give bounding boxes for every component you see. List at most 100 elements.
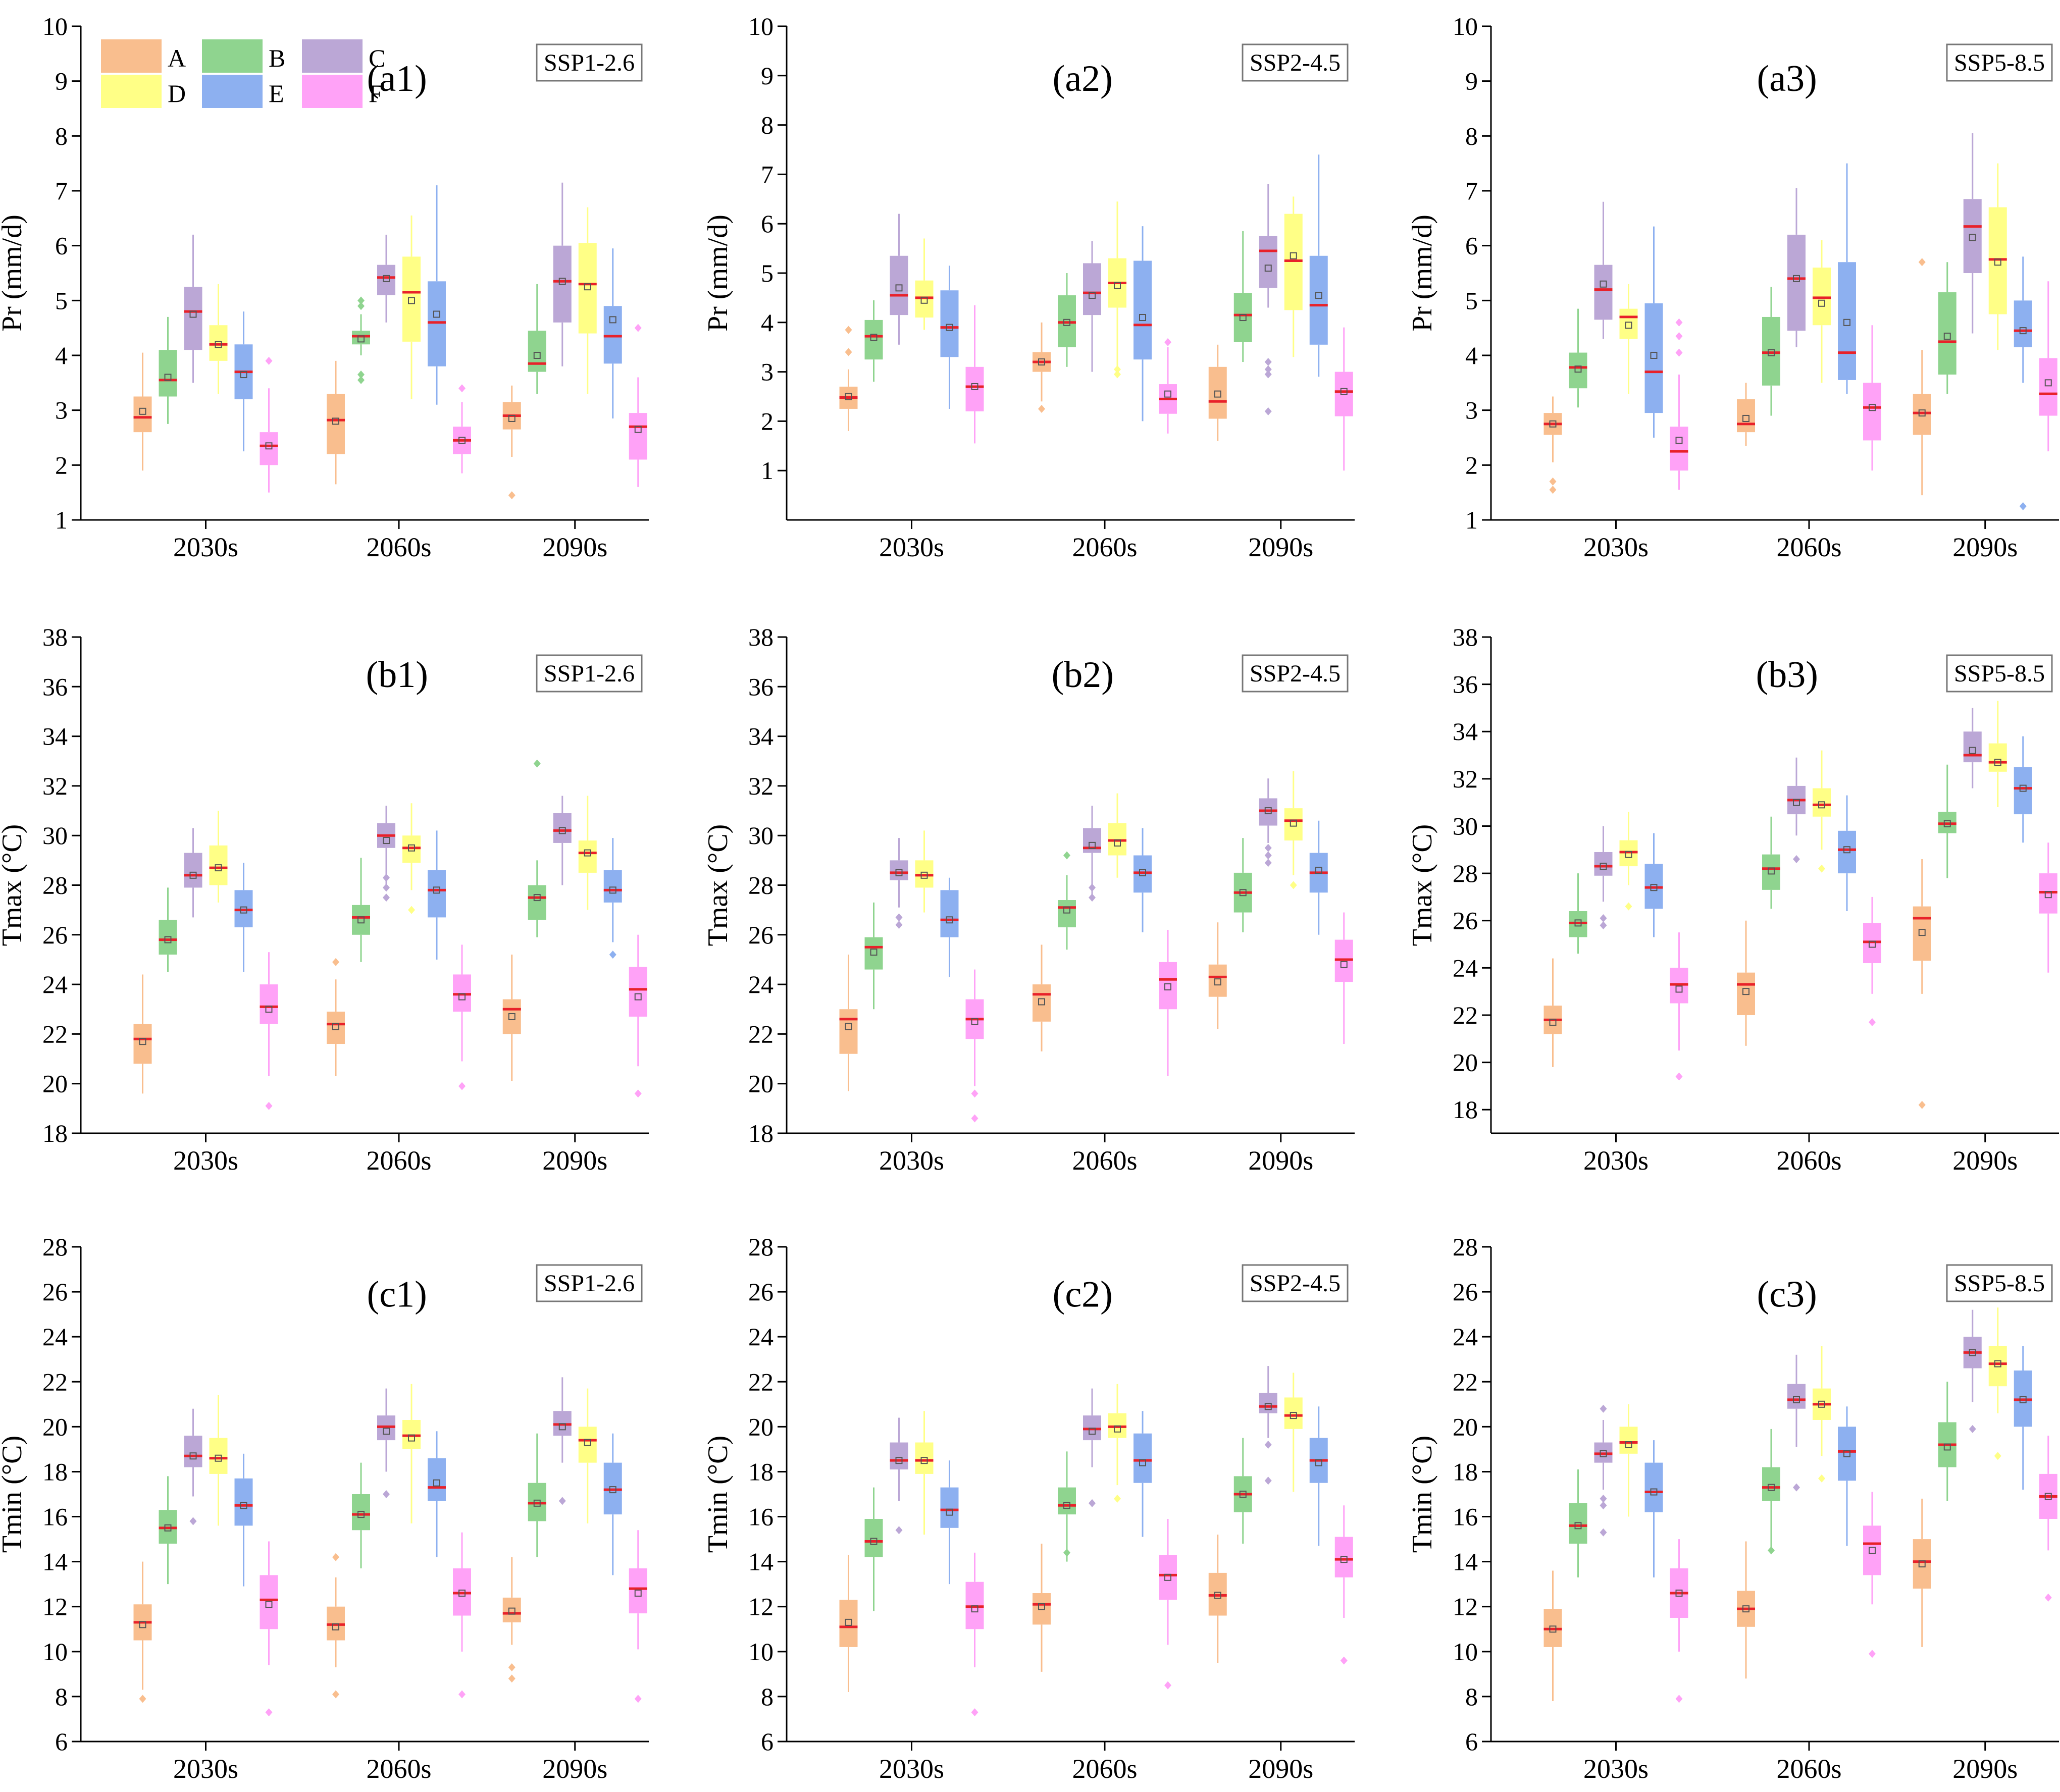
y-tick-label: 28: [1453, 1233, 1478, 1261]
mean-marker: [533, 1499, 541, 1507]
box-C-2060s: [1083, 806, 1101, 902]
mean-marker: [971, 1018, 978, 1025]
mean-marker: [1600, 280, 1607, 288]
box-A-2090s: [502, 1557, 521, 1683]
box-iqr: [965, 366, 984, 411]
y-tick-label: 38: [42, 623, 68, 651]
mean-marker: [1290, 1412, 1297, 1419]
box-C-2090s: [1963, 133, 1982, 334]
box-F-2060s: [1159, 1519, 1177, 1690]
box-iqr: [1963, 199, 1982, 273]
y-tick-label: 3: [1465, 396, 1478, 425]
y-tick-label: 9: [1465, 67, 1478, 95]
box-A-2060s: [1737, 383, 1755, 446]
box-iqr: [184, 853, 202, 888]
outlier-point: [1264, 370, 1272, 379]
box-D-2030s: [1619, 812, 1638, 911]
mean-marker: [1869, 404, 1876, 411]
y-tick-label: 30: [42, 821, 68, 850]
mean-marker: [332, 1023, 339, 1030]
box-iqr: [603, 870, 622, 903]
box-F-2030s: [260, 356, 278, 493]
mean-marker: [1650, 352, 1658, 359]
outlier-point: [1549, 486, 1557, 494]
outlier-point: [1264, 1441, 1272, 1449]
box-iqr: [402, 256, 421, 342]
mean-marker: [1290, 252, 1297, 259]
box-B-2030s: [159, 1476, 177, 1585]
outlier-point: [357, 371, 365, 379]
box-E-2090s: [603, 838, 622, 959]
box-iqr: [578, 840, 597, 873]
mean-marker: [1843, 319, 1850, 326]
mean-marker: [533, 894, 541, 902]
mean-marker: [1818, 1400, 1825, 1408]
box-iqr: [1644, 1462, 1663, 1512]
outlier-point: [2044, 1593, 2052, 1602]
box-E-2060s: [1838, 1406, 1856, 1546]
y-tick-label: 4: [55, 341, 68, 370]
mean-marker: [1264, 265, 1272, 272]
y-tick-label: 10: [1453, 1638, 1478, 1666]
mean-marker: [895, 869, 903, 876]
box-iqr: [890, 255, 908, 315]
box-A-2090s: [1913, 1498, 1931, 1647]
box-iqr: [890, 860, 908, 880]
y-tick-label: 5: [761, 259, 774, 287]
outlier-point: [1264, 1477, 1272, 1485]
y-tick-label: 26: [748, 1278, 774, 1306]
y-tick-label: 38: [748, 623, 774, 651]
outlier-point: [508, 491, 516, 500]
outlier-point: [1675, 332, 1683, 340]
box-iqr: [864, 320, 883, 360]
mean-marker: [1063, 319, 1070, 326]
mean-marker: [1038, 998, 1045, 1006]
outlier-point: [265, 1708, 273, 1717]
y-tick-label: 20: [748, 1070, 774, 1098]
mean-marker: [1650, 1488, 1658, 1496]
mean-marker: [634, 426, 642, 433]
mean-marker: [215, 864, 222, 872]
box-B-2030s: [159, 887, 177, 972]
box-D-2090s: [1284, 1373, 1303, 1492]
mean-marker: [1264, 1403, 1272, 1410]
mean-marker: [383, 837, 390, 845]
box-E-2090s: [2014, 736, 2032, 843]
y-tick-label: 12: [748, 1593, 774, 1621]
box-iqr: [2014, 767, 2032, 815]
box-C-2090s: [553, 182, 572, 366]
mean-marker: [946, 1508, 953, 1516]
box-A-2090s: [1913, 258, 1931, 496]
outlier-point: [1793, 855, 1800, 864]
mean-marker: [1114, 839, 1121, 847]
box-F-2030s: [260, 1541, 278, 1717]
box-B-2090s: [1233, 838, 1252, 932]
outlier-point: [609, 951, 616, 959]
scenario-label: SSP1-2.6: [544, 660, 635, 687]
outlier-point: [1264, 844, 1272, 852]
mean-marker: [870, 948, 878, 956]
x-tick-label: 2090s: [542, 1754, 607, 1784]
box-B-2060s: [352, 296, 370, 384]
box-C-2030s: [1594, 201, 1613, 339]
box-iqr: [1619, 1427, 1638, 1454]
panel-label: (a3): [1757, 58, 1817, 99]
box-iqr: [1787, 234, 1806, 331]
box-iqr: [1670, 427, 1688, 471]
box-B-2060s: [1058, 851, 1076, 950]
mean-marker: [1918, 929, 1926, 936]
outlier-point: [332, 958, 339, 966]
mean-marker: [584, 849, 591, 857]
mean-marker: [1843, 1450, 1850, 1457]
mean-marker: [1869, 940, 1876, 948]
box-F-2060s: [1863, 1492, 1881, 1658]
outlier-point: [1063, 851, 1070, 860]
outlier-point: [1600, 1528, 1607, 1537]
y-tick-label: 7: [761, 160, 774, 188]
mean-marker: [845, 393, 852, 400]
box-iqr: [1988, 1346, 2007, 1387]
box-A-2090s: [502, 385, 521, 500]
box-A-2030s: [839, 955, 858, 1091]
box-B-2060s: [1762, 816, 1780, 909]
y-tick-label: 14: [42, 1548, 68, 1576]
